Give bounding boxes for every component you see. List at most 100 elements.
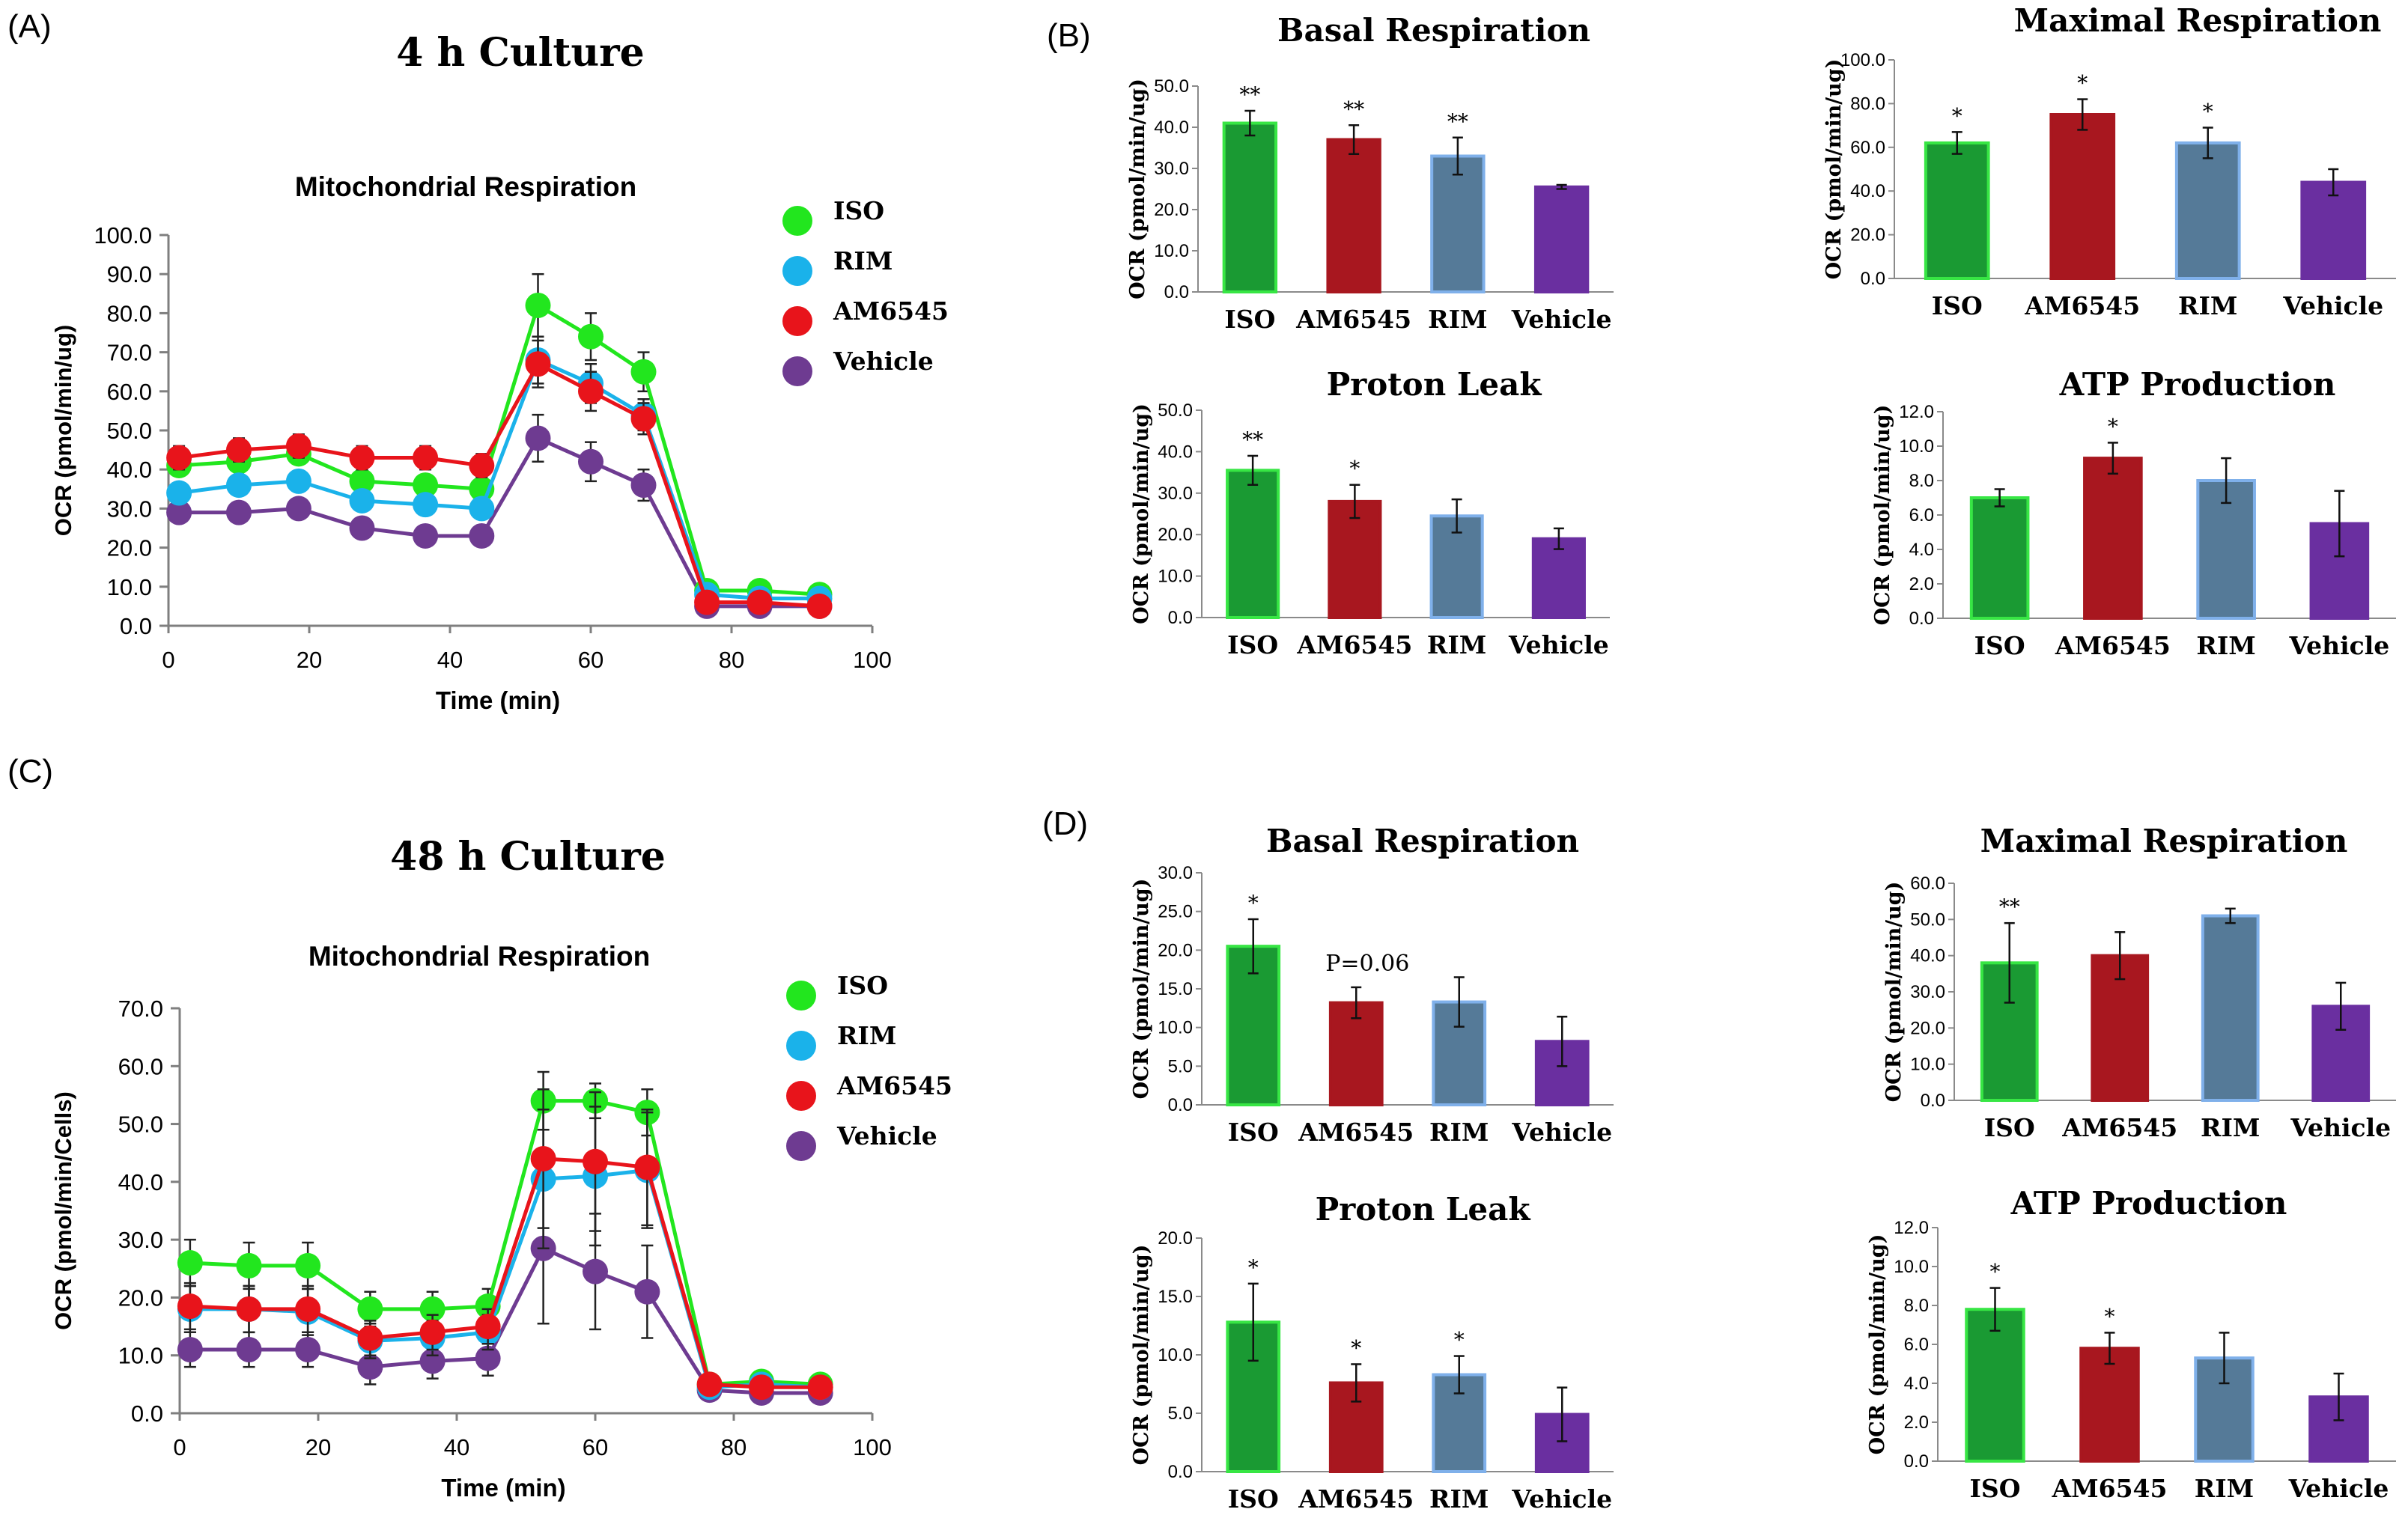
y-tick-label: 2.0	[1909, 574, 1934, 594]
significance-mark: **	[1242, 427, 1263, 452]
x-category-label: ISO	[1969, 1474, 2020, 1503]
bar-iso	[1965, 1308, 2025, 1463]
x-category-label: RIM	[2201, 1113, 2260, 1142]
y-tick-label: 0.0	[1164, 282, 1189, 302]
series-line-rim	[178, 357, 820, 600]
x-category-label: ISO	[1984, 1113, 2035, 1142]
y-tick-label: 60.0	[1910, 874, 1945, 894]
y-tick-label: 8.0	[1904, 1296, 1929, 1316]
y-tick-label: 40.0	[107, 457, 152, 483]
y-tick-label: 0.0	[131, 1401, 163, 1427]
legend-label: AM6545	[836, 1071, 952, 1100]
data-point-vehicle	[469, 522, 495, 549]
legend-marker-rim	[786, 1031, 816, 1061]
bar-chart-title: Basal Respiration	[1277, 12, 1590, 49]
bar-vehicle	[1533, 185, 1590, 293]
data-point-am6545	[166, 445, 192, 471]
data-point-am6545	[475, 1314, 501, 1340]
y-tick-label: 50.0	[1910, 909, 1945, 930]
significance-mark: **	[1239, 82, 1260, 107]
y-tick-label: 0.0	[1861, 269, 1885, 289]
y-tick-label: 0.0	[120, 613, 152, 639]
y-tick-label: 4.0	[1909, 540, 1934, 560]
data-point-vehicle	[413, 522, 439, 549]
y-tick-label: 10.0	[1894, 1257, 1929, 1277]
data-point-iso	[357, 1296, 383, 1322]
x-tick-label: 20	[297, 647, 322, 673]
y-axis-label: OCR (pmol/min/ug)	[50, 325, 76, 536]
y-tick-label: 50.0	[107, 418, 152, 444]
panel-label-b: (B)	[1047, 17, 1091, 54]
significance-mark: *	[2077, 71, 2088, 96]
data-point-vehicle	[578, 448, 603, 475]
significance-mark: *	[1952, 103, 1962, 128]
data-point-am6545	[806, 593, 833, 619]
y-tick-label: 8.0	[1909, 471, 1934, 491]
bar-vehicle	[1531, 537, 1586, 619]
y-tick-label: 10.0	[1158, 567, 1193, 587]
y-tick-label: 60.0	[118, 1053, 163, 1079]
data-point-vehicle	[226, 499, 252, 525]
data-point-iso	[578, 323, 603, 350]
bar-vehicle	[2300, 180, 2367, 280]
y-tick-label: 15.0	[1158, 1287, 1193, 1307]
data-point-iso	[630, 359, 657, 385]
data-point-vehicle	[475, 1345, 501, 1371]
y-tick-label: 5.0	[1168, 1056, 1193, 1076]
bar-rim	[2174, 141, 2241, 280]
data-point-am6545	[634, 1154, 660, 1180]
y-axis-label: OCR (pmol/min/ug)	[1871, 405, 1894, 626]
y-tick-label: 20.0	[1910, 1018, 1945, 1038]
y-tick-label: 6.0	[1909, 505, 1934, 525]
y-axis-label: OCR (pmol/min/ug)	[1126, 79, 1149, 299]
significance-mark: *	[1248, 891, 1259, 915]
x-category-label: AM6545	[2055, 631, 2171, 660]
bar-chart-title: Maximal Respiration	[1980, 823, 2348, 859]
x-tick-label: 100	[853, 1434, 892, 1460]
x-category-label: ISO	[1974, 631, 2025, 660]
significance-mark: **	[1447, 109, 1468, 134]
y-tick-label: 10.0	[1158, 1345, 1193, 1365]
bar-am6545	[2083, 457, 2143, 620]
y-axis-label: OCR (pmol/min/ug)	[1866, 1234, 1889, 1455]
legend-label: Vehicle	[836, 1121, 937, 1151]
legend-marker-iso	[782, 206, 812, 236]
bar-chart-title: ATP Production	[2010, 1185, 2287, 1222]
data-point-am6545	[530, 1145, 556, 1171]
x-category-label: AM6545	[2024, 291, 2140, 320]
y-tick-label: 20.0	[107, 535, 152, 561]
x-category-label: AM6545	[2061, 1113, 2177, 1142]
x-axis-label: Time (min)	[441, 1474, 565, 1502]
y-tick-label: 0.0	[1168, 1462, 1193, 1482]
y-tick-label: 0.0	[1168, 1095, 1193, 1115]
y-tick-label: 10.0	[1910, 1055, 1945, 1075]
bar-chart-title: ATP Production	[2059, 366, 2336, 403]
data-point-iso	[419, 1296, 446, 1322]
data-point-vehicle	[236, 1336, 262, 1362]
data-point-am6545	[583, 1148, 608, 1174]
data-point-vehicle	[295, 1336, 321, 1362]
series-line-iso	[189, 1099, 821, 1386]
bar-chart-title: Proton Leak	[1327, 366, 1542, 403]
x-category-label: Vehicle	[2282, 291, 2383, 320]
bar-chart-title: Maximal Respiration	[2014, 2, 2382, 39]
x-tick-label: 60	[583, 1434, 608, 1460]
data-point-vehicle	[525, 425, 551, 451]
legend-label: AM6545	[833, 296, 949, 326]
data-point-iso	[177, 1250, 203, 1276]
y-axis-label: OCR (pmol/min/ug)	[1130, 403, 1153, 624]
data-point-rim	[413, 492, 439, 518]
y-axis-label: OCR (pmol/min/ug)	[1822, 59, 1846, 280]
chart-title: Mitochondrial Respiration	[295, 171, 636, 202]
legend-marker-am6545	[786, 1081, 816, 1111]
data-point-am6545	[694, 589, 720, 615]
y-tick-label: 10.0	[1154, 241, 1189, 261]
bar-iso	[1969, 496, 2030, 620]
data-point-vehicle	[630, 472, 657, 499]
x-category-label: AM6545	[2052, 1474, 2168, 1503]
y-tick-label: 20.0	[1850, 225, 1885, 246]
y-tick-label: 20.0	[1158, 525, 1193, 545]
data-point-am6545	[295, 1296, 321, 1322]
y-tick-label: 6.0	[1904, 1335, 1929, 1355]
